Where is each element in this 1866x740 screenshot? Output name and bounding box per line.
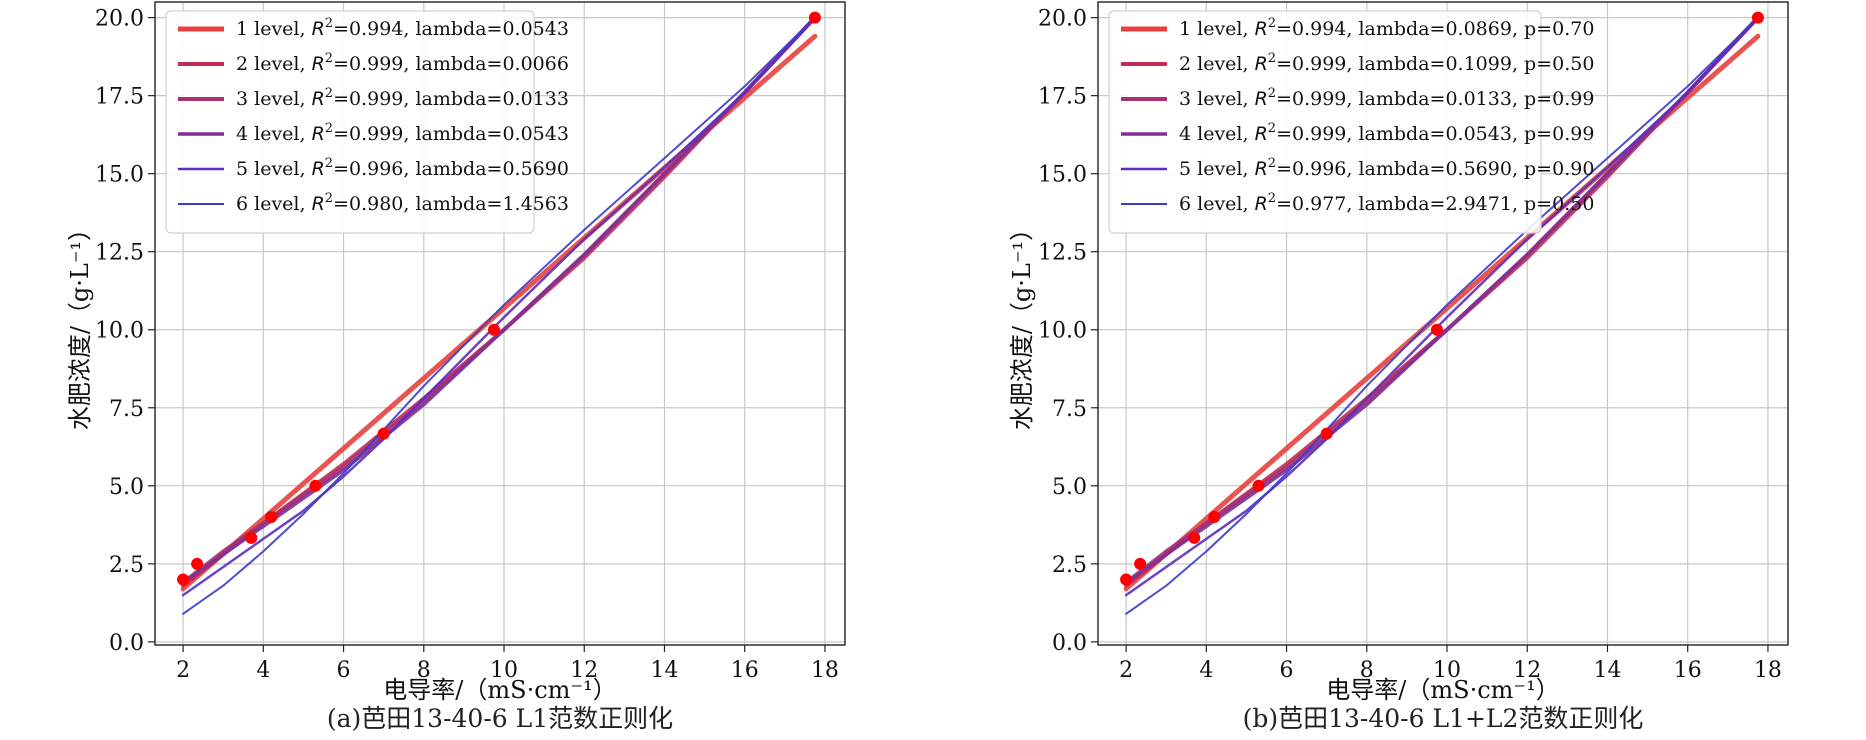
legend-label: 4 level, R2=0.999, lambda=0.0543, p=0.99 bbox=[1179, 121, 1594, 145]
x-tick-label: 10 bbox=[1433, 658, 1461, 683]
legend-label: 1 level, R2=0.994, lambda=0.0869, p=0.70 bbox=[1179, 16, 1594, 40]
figure-caption: (a)芭田13-40-6 L1范数正则化 bbox=[327, 704, 673, 733]
data-point bbox=[808, 11, 821, 24]
y-tick-label: 12.5 bbox=[1038, 241, 1087, 266]
data-point bbox=[377, 427, 390, 440]
series-line-6 bbox=[1125, 16, 1759, 615]
y-tick-label: 15.0 bbox=[1038, 163, 1087, 188]
series-line-4 bbox=[1124, 15, 1760, 585]
y-tick-label: 17.5 bbox=[1038, 85, 1087, 110]
x-tick-label: 6 bbox=[1280, 658, 1294, 683]
legend-label: 4 level, R2=0.999, lambda=0.0543 bbox=[236, 121, 569, 145]
x-tick-label: 16 bbox=[1674, 658, 1702, 683]
x-tick-label: 4 bbox=[1199, 658, 1213, 683]
chart-panel-1: 2 4 6 8 10 12 14 16 18 0.0 2.5 5.0 7.5 10.0 12.5 15.0 17… bbox=[1008, 1, 1789, 733]
data-point bbox=[265, 511, 278, 524]
data-point bbox=[1751, 11, 1764, 24]
legend-label: 6 level, R2=0.980, lambda=1.4563 bbox=[236, 191, 569, 215]
y-axis-label: 水肥浓度/（g·L⁻¹） bbox=[1008, 217, 1036, 430]
x-axis-label: 电导率/（mS·cm⁻¹） bbox=[383, 676, 616, 704]
y-tick-label: 7.5 bbox=[109, 397, 144, 422]
x-tick-label: 10 bbox=[490, 658, 518, 683]
data-point bbox=[177, 573, 190, 586]
data-point bbox=[1208, 511, 1221, 524]
y-axis-label: 水肥浓度/（g·L⁻¹） bbox=[66, 217, 94, 430]
x-tick-label: 8 bbox=[1360, 658, 1374, 683]
x-axis-label: 电导率/（mS·cm⁻¹） bbox=[1326, 676, 1559, 704]
data-point bbox=[191, 557, 204, 570]
legend-label: 6 level, R2=0.977, lambda=2.9471, p=0.50 bbox=[1179, 191, 1594, 215]
x-tick-label: 12 bbox=[570, 658, 598, 683]
x-tick-label: 4 bbox=[256, 658, 270, 683]
x-tick-label: 6 bbox=[337, 658, 351, 683]
legend-box bbox=[165, 10, 535, 234]
data-point bbox=[1320, 427, 1333, 440]
chart-panel-0: 2 4 6 8 10 12 14 16 18 0.0 2.5 5.0 7.5 10.0 12.5 15.0 17… bbox=[66, 1, 846, 733]
legend-label: 2 level, R2=0.999, lambda=0.0066 bbox=[236, 51, 569, 75]
legend: 1 level, R2=0.994, lambda=0.0543 2 level,… bbox=[165, 10, 569, 234]
data-point bbox=[1188, 531, 1201, 544]
y-tick-label: 2.5 bbox=[109, 553, 144, 578]
y-tick-label: 12.5 bbox=[95, 241, 144, 266]
y-tick-label: 2.5 bbox=[1052, 553, 1087, 578]
legend-box bbox=[1108, 10, 1542, 234]
data-point bbox=[1252, 479, 1265, 492]
series-line-5 bbox=[181, 16, 817, 597]
legend-label: 2 level, R2=0.999, lambda=0.1099, p=0.50 bbox=[1179, 51, 1594, 75]
x-tick-label: 16 bbox=[731, 658, 759, 683]
x-tick-label: 14 bbox=[1593, 658, 1621, 683]
legend-label: 5 level, R2=0.996, lambda=0.5690 bbox=[236, 156, 569, 180]
x-tick-label: 2 bbox=[1119, 658, 1133, 683]
y-tick-label: 20.0 bbox=[1038, 7, 1087, 32]
x-tick-label: 18 bbox=[811, 658, 839, 683]
plot-frame bbox=[154, 1, 846, 646]
data-point bbox=[487, 323, 500, 336]
data-point bbox=[1120, 573, 1133, 586]
y-tick-label: 17.5 bbox=[95, 85, 144, 110]
data-point bbox=[309, 479, 322, 492]
x-tick-label: 2 bbox=[176, 658, 190, 683]
series-line-4 bbox=[181, 15, 817, 585]
data-point bbox=[1430, 323, 1443, 336]
legend: 1 level, R2=0.994, lambda=0.0869, p=0.70… bbox=[1108, 10, 1594, 234]
y-tick-label: 10.0 bbox=[95, 319, 144, 344]
figure-caption: (b)芭田13-40-6 L1+L2范数正则化 bbox=[1243, 704, 1644, 733]
data-point bbox=[245, 531, 258, 544]
y-tick-label: 15.0 bbox=[95, 163, 144, 188]
series-line-5 bbox=[1124, 16, 1760, 597]
data-point bbox=[1134, 557, 1147, 570]
legend-label: 3 level, R2=0.999, lambda=0.0133, p=0.99 bbox=[1179, 86, 1594, 110]
y-tick-label: 5.0 bbox=[109, 475, 144, 500]
legend-label: 1 level, R2=0.994, lambda=0.0543 bbox=[236, 16, 569, 40]
y-tick-label: 20.0 bbox=[95, 7, 144, 32]
x-tick-label: 12 bbox=[1513, 658, 1541, 683]
y-tick-label: 0.0 bbox=[109, 631, 144, 656]
y-tick-label: 0.0 bbox=[1052, 631, 1087, 656]
x-tick-label: 14 bbox=[650, 658, 678, 683]
y-tick-label: 7.5 bbox=[1052, 397, 1087, 422]
y-tick-label: 10.0 bbox=[1038, 319, 1087, 344]
x-tick-label: 18 bbox=[1754, 658, 1782, 683]
plot-frame bbox=[1097, 1, 1789, 646]
legend-label: 5 level, R2=0.996, lambda=0.5690, p=0.90 bbox=[1179, 156, 1594, 180]
series-line-6 bbox=[182, 16, 816, 615]
legend-label: 3 level, R2=0.999, lambda=0.0133 bbox=[236, 86, 569, 110]
x-tick-label: 8 bbox=[417, 658, 431, 683]
y-tick-label: 5.0 bbox=[1052, 475, 1087, 500]
